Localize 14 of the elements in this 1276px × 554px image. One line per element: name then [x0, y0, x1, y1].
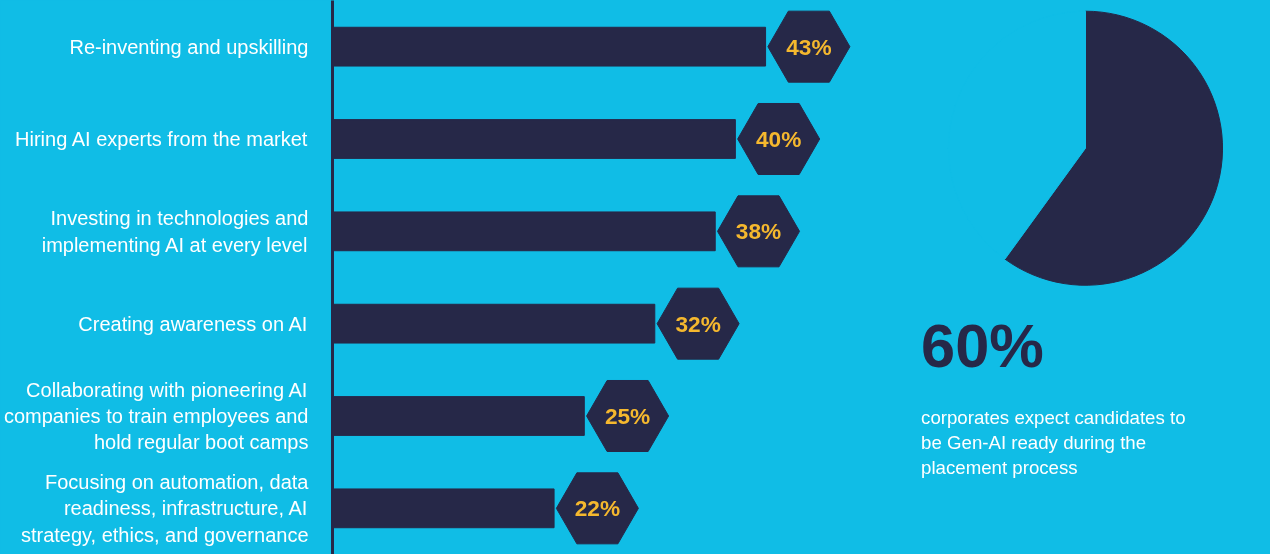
y-tick-label: Focusing on automation, data readiness, infrastructure, AI strategy, ethics, and governance	[20, 470, 310, 546]
y-tick-label: Re-inventing and upskilling	[69, 35, 309, 58]
data-label: 22%	[574, 495, 621, 522]
data-label: 32%	[675, 310, 721, 337]
y-tick-label: Creating awareness on AI	[78, 312, 308, 335]
text: corporates expect candidates to be Gen-AI ready during the placement process	[921, 406, 1186, 479]
data-label: 38%	[735, 218, 782, 245]
data-label: 43%	[786, 33, 832, 60]
y-tick-label: Collaborating with pioneering AI companies to train employees and hold regular boot camps	[3, 378, 309, 454]
data-label: 40%	[756, 126, 802, 152]
data-label: 25%	[604, 403, 651, 429]
data-label: 60%	[921, 310, 1044, 380]
y-tick-label: Hiring AI experts from the market	[15, 128, 308, 150]
y-tick-label: Investing in technologies and implementing AI at every level	[41, 207, 309, 256]
